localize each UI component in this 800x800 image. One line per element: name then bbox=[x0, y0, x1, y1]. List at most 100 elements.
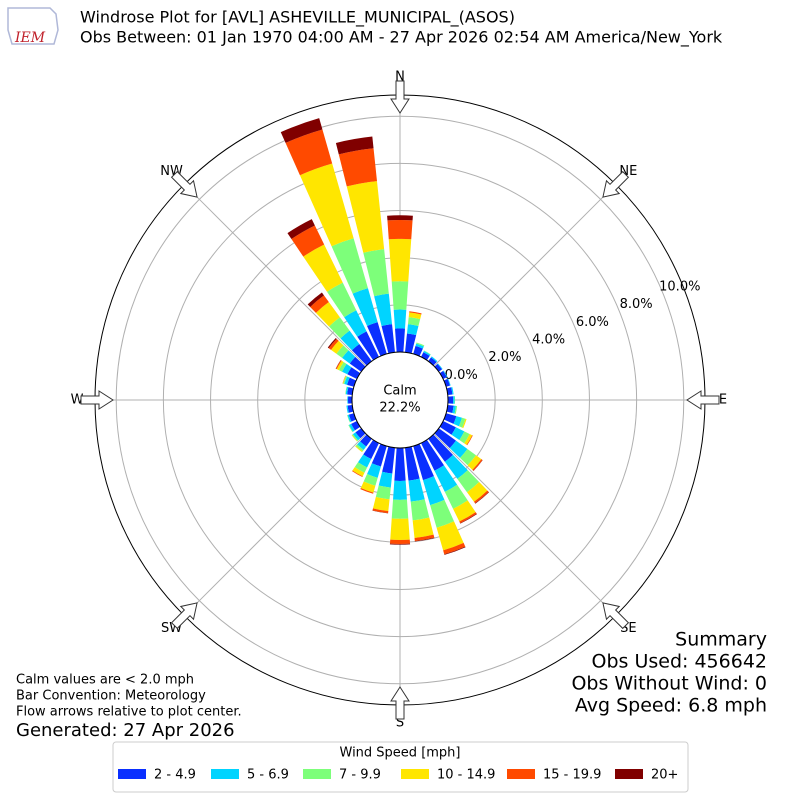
bar-segment bbox=[467, 482, 488, 502]
bar-segment bbox=[357, 331, 379, 361]
bar-segment bbox=[439, 421, 456, 435]
bar-segment bbox=[372, 508, 389, 514]
bar-segment bbox=[335, 136, 374, 155]
flow-arrow-shape bbox=[686, 390, 720, 410]
logo-outline bbox=[7, 7, 59, 45]
bar-segment bbox=[389, 539, 411, 544]
bar-segment bbox=[408, 478, 425, 502]
summary-line: Obs Used: 456642 bbox=[592, 651, 767, 673]
bar-segment bbox=[355, 445, 363, 453]
bar-segment bbox=[338, 361, 347, 372]
chart-title: Windrose Plot for [AVL] ASHEVILLE_MUNICI… bbox=[80, 8, 515, 28]
bar-segment bbox=[444, 454, 468, 479]
bar-segment bbox=[347, 387, 354, 395]
bar-segment bbox=[345, 386, 349, 395]
bar-segment bbox=[414, 537, 435, 542]
bar-segment bbox=[408, 312, 422, 320]
note: Calm values are < 2.0 mph bbox=[16, 673, 194, 688]
bar-segment bbox=[394, 447, 406, 482]
bar-segment bbox=[378, 471, 393, 488]
legend-box bbox=[112, 741, 689, 793]
legend-label: 10 - 14.9 bbox=[437, 768, 495, 783]
bar-segment bbox=[344, 376, 350, 385]
bar-segment bbox=[328, 317, 350, 339]
bar-segment bbox=[405, 333, 417, 354]
bar-segment bbox=[472, 459, 483, 471]
bar-segment bbox=[407, 317, 421, 326]
bar-segment bbox=[452, 405, 456, 414]
bar-segment bbox=[451, 386, 454, 395]
flow-arrow-shape bbox=[170, 602, 198, 630]
bar-segment bbox=[352, 467, 365, 477]
bar-segment bbox=[434, 363, 443, 372]
bar-segment bbox=[303, 244, 343, 292]
legend-label: 7 - 9.9 bbox=[339, 768, 381, 783]
calm-circle bbox=[351, 351, 449, 449]
bar-segment bbox=[357, 441, 367, 450]
bar-segment bbox=[355, 444, 364, 452]
bar-segment bbox=[475, 491, 490, 504]
bar-segment bbox=[444, 484, 468, 509]
ring-label: 6.0% bbox=[576, 315, 609, 330]
bar-segment bbox=[434, 428, 457, 449]
bar-segment bbox=[451, 427, 465, 441]
bar-segment bbox=[391, 281, 409, 310]
bar-segment bbox=[414, 534, 435, 542]
bar-segment bbox=[434, 465, 458, 492]
flow-arrow bbox=[390, 80, 410, 114]
legend-swatch bbox=[118, 769, 146, 779]
bar-segment bbox=[375, 485, 391, 500]
bar-segment bbox=[348, 424, 353, 433]
bar-segment bbox=[363, 439, 379, 460]
bar-segment bbox=[430, 356, 438, 363]
bar-segment bbox=[443, 413, 457, 424]
bar-segment bbox=[336, 345, 349, 358]
bar-segment bbox=[349, 356, 366, 372]
bar-segment bbox=[387, 215, 413, 221]
bar-segment bbox=[349, 423, 355, 432]
bar-segment bbox=[439, 370, 447, 379]
flow-arrow bbox=[170, 602, 198, 630]
bar-segment bbox=[344, 310, 367, 337]
bar-segment bbox=[462, 418, 467, 429]
summary-line: Avg Speed: 6.8 mph bbox=[575, 695, 767, 717]
bar-segment bbox=[393, 480, 407, 500]
bar-segment bbox=[457, 470, 480, 493]
bar-segment bbox=[436, 521, 464, 551]
bar-segment bbox=[459, 449, 477, 466]
spoke bbox=[433, 433, 617, 617]
bar-segment bbox=[409, 311, 422, 315]
bar-segment bbox=[416, 342, 425, 347]
bar-segment bbox=[428, 357, 437, 366]
bar-segment bbox=[342, 375, 346, 384]
bar-segment bbox=[453, 500, 476, 522]
logo: IEM bbox=[7, 7, 59, 46]
bar-segment bbox=[371, 443, 387, 467]
bar-segment bbox=[347, 414, 352, 423]
bar-segment bbox=[473, 459, 483, 472]
bar-segment bbox=[285, 129, 333, 176]
bar-segment bbox=[388, 238, 412, 282]
bar-segment bbox=[372, 510, 389, 514]
bar-segment bbox=[352, 288, 378, 326]
bar-segment bbox=[464, 433, 473, 445]
flow-arrow bbox=[170, 170, 198, 198]
bar-segment bbox=[351, 343, 372, 366]
bar-segment bbox=[391, 499, 409, 519]
ring-label: 10.0% bbox=[659, 279, 700, 294]
flow-arrow-shape bbox=[170, 170, 198, 198]
bar-segment bbox=[315, 302, 340, 327]
bar-segment bbox=[415, 343, 424, 349]
spoke bbox=[183, 433, 367, 617]
bar-segment bbox=[382, 446, 395, 474]
ring-label: 8.0% bbox=[620, 297, 653, 312]
bar-segment bbox=[335, 359, 341, 369]
bar-segment bbox=[338, 148, 377, 187]
bar-segment bbox=[459, 512, 477, 524]
chart-subtitle: Obs Between: 01 Jan 1970 04:00 AM - 27 A… bbox=[80, 28, 723, 48]
flow-arrow-shape bbox=[602, 170, 630, 198]
bar-segment bbox=[453, 416, 463, 427]
bar-segment bbox=[367, 463, 381, 478]
bar-segment bbox=[405, 446, 420, 481]
grid-ring bbox=[210, 210, 590, 590]
